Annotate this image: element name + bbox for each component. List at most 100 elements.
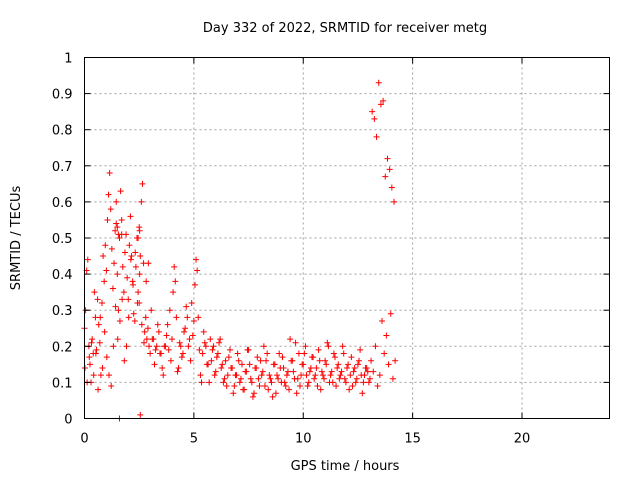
data-point	[190, 318, 197, 325]
data-point	[375, 79, 382, 86]
data-point	[388, 184, 395, 191]
data-point	[292, 339, 299, 346]
data-point	[312, 372, 319, 379]
data-point	[164, 321, 171, 328]
data-point	[176, 339, 183, 346]
data-point	[334, 364, 341, 371]
data-point	[364, 368, 371, 375]
y-tick-label: 0.3	[52, 304, 73, 319]
data-point	[196, 346, 203, 353]
data-point	[242, 368, 249, 375]
data-point	[137, 253, 144, 260]
data-point	[381, 350, 388, 357]
grid-lines	[84, 57, 610, 419]
data-point	[132, 263, 139, 270]
data-point	[290, 368, 297, 375]
data-point	[229, 364, 236, 371]
data-point	[156, 350, 163, 357]
data-point	[302, 343, 309, 350]
data-point	[113, 198, 120, 205]
data-point	[159, 364, 166, 371]
data-point	[187, 357, 194, 364]
data-point	[142, 314, 149, 321]
data-point	[111, 260, 118, 267]
data-point	[143, 336, 150, 343]
data-point	[173, 314, 180, 321]
data-point	[340, 350, 347, 357]
data-point	[275, 375, 282, 382]
data-point	[282, 383, 289, 390]
data-point	[351, 364, 358, 371]
data-point	[366, 375, 373, 382]
data-point	[263, 357, 270, 364]
data-point	[201, 339, 208, 346]
data-point	[385, 361, 392, 368]
data-point	[198, 379, 205, 386]
data-point	[216, 339, 223, 346]
data-point	[341, 375, 348, 382]
data-point	[392, 357, 399, 364]
data-point	[123, 343, 130, 350]
data-point	[293, 390, 300, 397]
x-tick-label: 5	[190, 432, 198, 447]
data-point	[255, 375, 262, 382]
data-point	[86, 354, 93, 361]
data-point	[131, 318, 138, 325]
data-point	[369, 108, 376, 115]
data-point	[253, 364, 260, 371]
data-point	[353, 375, 360, 382]
data-point	[106, 170, 113, 177]
data-point	[315, 346, 322, 353]
data-point	[213, 354, 220, 361]
data-point	[322, 357, 329, 364]
data-point	[389, 375, 396, 382]
data-point	[321, 375, 328, 382]
data-point	[152, 346, 159, 353]
data-point	[333, 383, 340, 390]
data-point	[246, 361, 253, 368]
data-point	[382, 173, 389, 180]
data-point	[106, 372, 112, 379]
data-point	[384, 155, 391, 162]
data-point	[161, 343, 168, 350]
data-point	[113, 220, 120, 227]
data-point	[155, 328, 162, 335]
data-point	[270, 361, 277, 368]
x-tick-label: 20	[514, 432, 531, 447]
data-point	[114, 224, 121, 231]
data-point	[323, 361, 330, 368]
data-point	[217, 336, 224, 343]
data-point	[254, 354, 261, 361]
data-point	[151, 361, 158, 368]
data-point	[371, 115, 378, 122]
data-point	[93, 346, 100, 353]
data-point	[295, 350, 302, 357]
data-point	[169, 336, 175, 343]
x-tick-label: 10	[295, 432, 312, 447]
data-point	[329, 379, 336, 386]
data-point	[102, 242, 109, 249]
data-point	[144, 325, 151, 332]
data-point	[373, 133, 380, 140]
data-point	[108, 245, 115, 252]
data-point	[136, 227, 143, 234]
y-tick-label: 0.5	[52, 232, 73, 247]
data-point	[100, 253, 107, 260]
data-point	[339, 343, 346, 350]
data-point	[199, 350, 206, 357]
data-point	[318, 368, 325, 375]
data-point	[365, 379, 372, 386]
data-point	[331, 354, 338, 361]
data-point	[350, 368, 357, 375]
data-point	[220, 379, 227, 386]
data-point	[118, 216, 125, 223]
data-point	[182, 325, 189, 332]
data-point	[191, 281, 198, 288]
data-point	[132, 249, 139, 256]
data-point	[128, 253, 135, 260]
y-tick-label: 0.4	[52, 268, 73, 283]
data-point	[354, 361, 361, 368]
data-point	[91, 289, 98, 296]
data-point	[313, 364, 320, 371]
data-point	[110, 343, 117, 350]
